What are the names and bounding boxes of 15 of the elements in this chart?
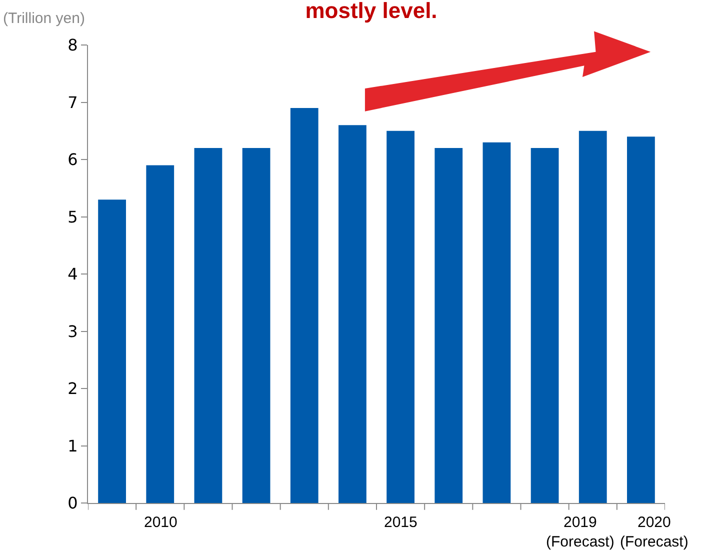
y-tick-label: 4 <box>68 264 78 284</box>
y-tick-label: 6 <box>68 150 78 170</box>
x-tick-label: 2010 <box>144 514 178 531</box>
y-tick-label: 3 <box>68 322 78 341</box>
y-axis-title: (Trillion yen) <box>3 10 85 27</box>
y-tick-label: 8 <box>68 36 78 55</box>
y-tick-label: 1 <box>68 436 78 456</box>
x-tick-label: 2019 (Forecast) <box>546 514 614 550</box>
y-tick-label: 5 <box>68 207 78 226</box>
y-tick-label: 2 <box>68 379 78 398</box>
y-tick-label: 0 <box>68 494 78 513</box>
chart-title: mostly level. <box>305 0 438 24</box>
y-tick-label: 7 <box>68 92 78 112</box>
x-tick-label: 2015 <box>384 514 418 531</box>
x-tick-label: 2020 (Forecast) <box>620 514 688 550</box>
